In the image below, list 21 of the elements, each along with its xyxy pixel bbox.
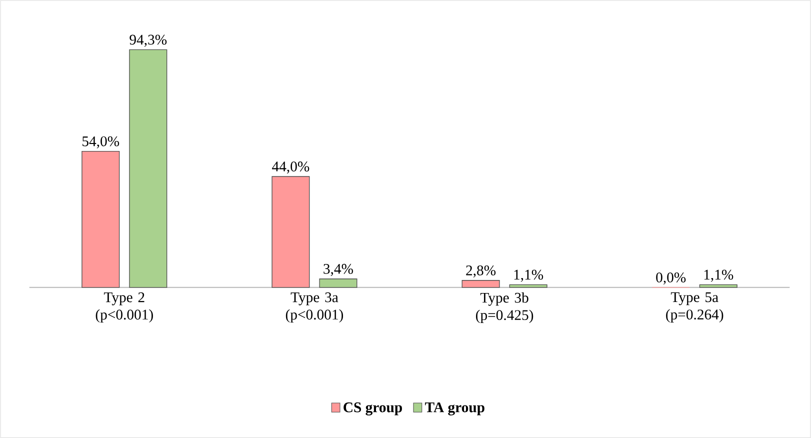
bar [272,176,310,288]
data-label: 44,0% [272,161,310,174]
bar [699,284,738,288]
data-label: 1,1% [704,270,734,282]
data-label: 1,1% [514,270,544,282]
bar [462,280,500,288]
bar [319,278,358,288]
data-label: 3,4% [324,264,353,276]
x-tick-label: Type 3b (p=0.425) [476,292,534,323]
data-label: 2,8% [466,265,496,278]
x-tick-label: Type 5a (p=0.264) [666,292,724,322]
x-tick-label: Type 3a (p<0.001) [286,292,344,322]
data-label: 94,3% [130,34,167,47]
bar [129,49,168,288]
bar [82,150,120,288]
data-label: 0,0% [656,272,686,284]
x-tick-label: Type 2 (p<0.001) [96,292,153,322]
legend-label: CS group [344,402,402,416]
data-label: 54,0% [82,136,120,148]
legend-label: TA group [425,402,484,416]
bar [509,284,548,288]
